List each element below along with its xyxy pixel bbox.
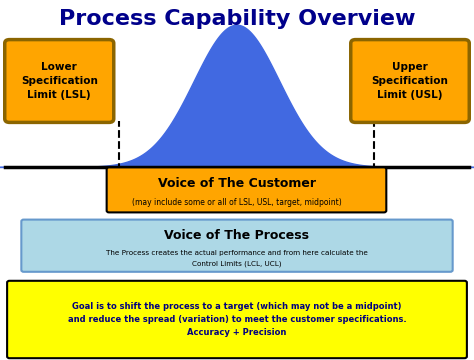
Text: Voice of The Customer: Voice of The Customer: [158, 177, 316, 190]
Text: (may include some or all of LSL, USL, target, midpoint): (may include some or all of LSL, USL, ta…: [132, 198, 342, 207]
Text: The Process creates the actual performance and from here calculate the: The Process creates the actual performan…: [106, 250, 368, 256]
FancyBboxPatch shape: [351, 40, 469, 122]
Text: Process Capability Overview: Process Capability Overview: [59, 9, 415, 29]
FancyBboxPatch shape: [21, 220, 453, 272]
Text: Voice of The Process: Voice of The Process: [164, 229, 310, 242]
FancyBboxPatch shape: [7, 281, 467, 358]
FancyBboxPatch shape: [107, 167, 386, 212]
Text: Lower
Specification
Limit (LSL): Lower Specification Limit (LSL): [21, 62, 98, 100]
Text: Control Limits (LCL, UCL): Control Limits (LCL, UCL): [192, 261, 282, 267]
FancyBboxPatch shape: [5, 40, 114, 122]
Text: Goal is to shift the process to a target (which may not be a midpoint)
and reduc: Goal is to shift the process to a target…: [68, 302, 406, 337]
Text: Upper
Specification
Limit (USL): Upper Specification Limit (USL): [372, 62, 448, 100]
